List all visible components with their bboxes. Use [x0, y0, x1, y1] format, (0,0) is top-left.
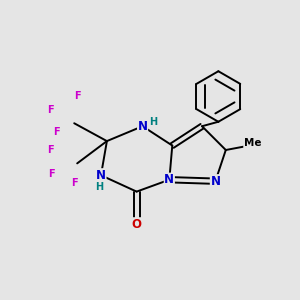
- Text: F: F: [71, 178, 77, 188]
- Text: N: N: [138, 120, 148, 133]
- Text: O: O: [132, 218, 142, 231]
- Text: N: N: [210, 175, 220, 188]
- Text: F: F: [47, 105, 54, 115]
- Text: Me: Me: [244, 138, 261, 148]
- Text: F: F: [49, 169, 55, 179]
- Text: H: H: [95, 182, 104, 192]
- Text: N: N: [96, 169, 106, 182]
- Text: N: N: [164, 173, 174, 186]
- Text: F: F: [47, 145, 54, 155]
- Text: F: F: [53, 127, 60, 137]
- Text: H: H: [149, 117, 157, 127]
- Text: F: F: [74, 92, 80, 101]
